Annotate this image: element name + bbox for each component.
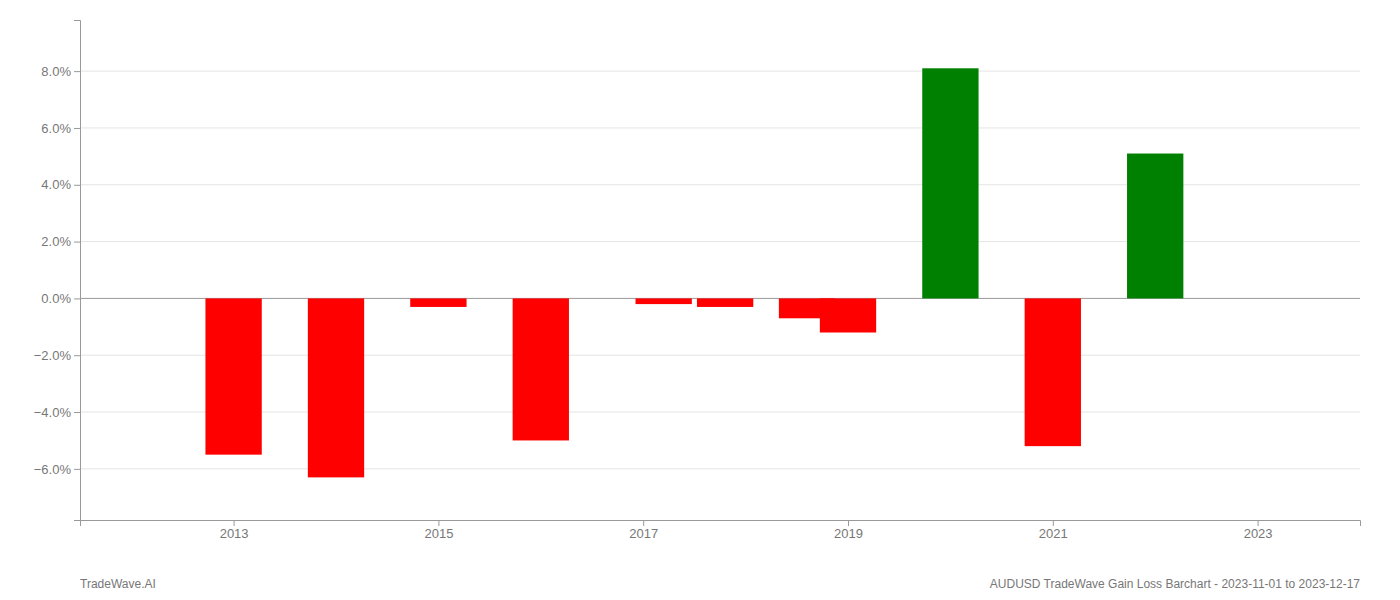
y-tick-label: 4.0% — [41, 177, 71, 192]
grid-line — [80, 412, 1360, 413]
x-tick-label: 2023 — [1244, 526, 1273, 541]
y-tick: −4.0% — [34, 405, 80, 420]
y-tick-label: −4.0% — [34, 405, 72, 420]
bar — [205, 298, 261, 454]
y-tick-label: −2.0% — [34, 348, 72, 363]
y-tick-mark — [74, 355, 80, 356]
y-tick: −6.0% — [34, 462, 80, 477]
x-tick: 2013 — [220, 520, 249, 541]
x-tick-mark — [1258, 520, 1259, 526]
y-tick-mark — [74, 242, 80, 243]
y-tick-mark — [74, 412, 80, 413]
x-tick-mark — [1053, 520, 1054, 526]
x-tick-mark — [438, 520, 439, 526]
x-axis-line — [81, 521, 1361, 527]
x-tick-mark — [234, 520, 235, 526]
y-tick-label: 0.0% — [41, 291, 71, 306]
y-tick-mark — [74, 469, 80, 470]
x-tick-label: 2019 — [834, 526, 863, 541]
chart: −6.0%−4.0%−2.0%0.0%2.0%4.0%6.0%8.0%20132… — [0, 0, 1400, 600]
x-tick: 2015 — [424, 520, 453, 541]
y-tick-label: 6.0% — [41, 121, 71, 136]
x-tick-label: 2021 — [1039, 526, 1068, 541]
y-tick: 6.0% — [41, 121, 80, 136]
grid-line — [80, 71, 1360, 72]
y-tick-label: −6.0% — [34, 462, 72, 477]
y-tick: 4.0% — [41, 177, 80, 192]
footer-text: AUDUSD TradeWave Gain Loss Barchart - 20… — [990, 577, 1361, 591]
bar — [820, 298, 876, 332]
x-tick-label: 2017 — [629, 526, 658, 541]
bar — [513, 298, 569, 440]
grid-line — [80, 468, 1360, 469]
bar — [697, 298, 753, 307]
y-tick-label: 2.0% — [41, 234, 71, 249]
x-tick: 2017 — [629, 520, 658, 541]
bar — [410, 298, 466, 307]
y-tick-label: 8.0% — [41, 64, 71, 79]
y-tick: 2.0% — [41, 234, 80, 249]
bar — [922, 68, 978, 298]
x-tick: 2019 — [834, 520, 863, 541]
y-tick-mark — [74, 128, 80, 129]
y-tick-mark — [74, 185, 80, 186]
x-tick-mark — [643, 520, 644, 526]
y-tick-mark — [74, 71, 80, 72]
x-axis: 2013 2015 2017 2019 2021 2023 — [81, 520, 1361, 541]
x-tick-mark — [848, 520, 849, 526]
x-tick: 2023 — [1244, 520, 1273, 541]
grid-line — [80, 127, 1360, 128]
bar — [1127, 154, 1183, 299]
y-tick: 8.0% — [41, 64, 80, 79]
bars — [205, 68, 1183, 477]
y-tick-mark — [74, 298, 80, 299]
y-axis-line — [74, 21, 81, 521]
x-tick-label: 2015 — [424, 526, 453, 541]
bar — [1025, 298, 1081, 446]
y-axis: −6.0% −4.0% −2.0% 0.0% 2.0% 4.0% 6.0% 8.0% — [34, 21, 81, 521]
footer-text: TradeWave.AI — [80, 577, 156, 591]
y-tick: 0.0% — [41, 291, 80, 306]
grid — [80, 71, 1360, 469]
plot: −6.0%−4.0%−2.0%0.0%2.0%4.0%6.0%8.0%20132… — [34, 21, 1361, 542]
y-tick: −2.0% — [34, 348, 80, 363]
bar — [636, 298, 692, 304]
x-tick: 2021 — [1039, 520, 1068, 541]
bar — [308, 298, 364, 477]
x-tick-label: 2013 — [220, 526, 249, 541]
grid-line — [80, 355, 1360, 356]
